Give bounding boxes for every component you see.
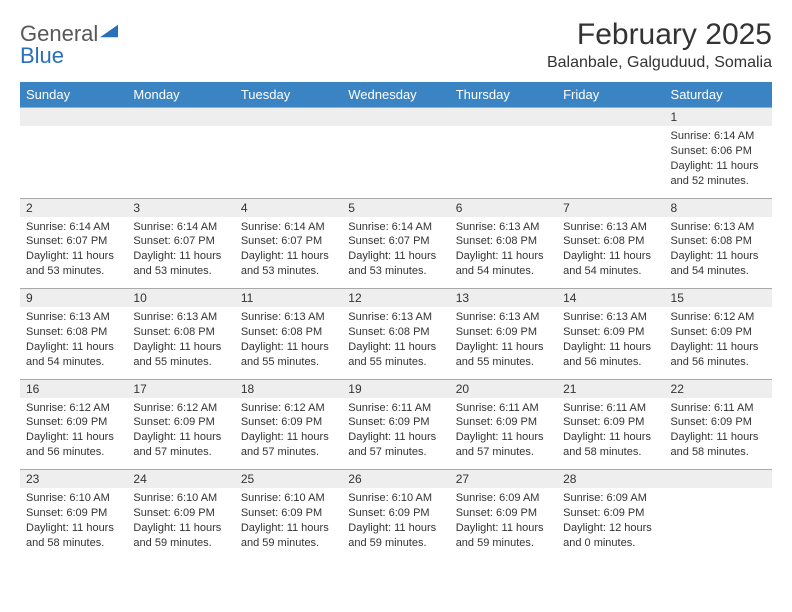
day-number-cell: 5 (342, 198, 449, 217)
day-detail-cell: Sunrise: 6:11 AMSunset: 6:09 PMDaylight:… (450, 398, 557, 470)
day-number-cell: 20 (450, 379, 557, 398)
logo-word2: Blue (20, 43, 64, 68)
day-number-cell: 15 (665, 289, 772, 308)
day-detail-cell: Sunrise: 6:12 AMSunset: 6:09 PMDaylight:… (127, 398, 234, 470)
day-detail-cell (450, 126, 557, 198)
day-detail-cell (235, 126, 342, 198)
day-detail-cell: Sunrise: 6:13 AMSunset: 6:08 PMDaylight:… (342, 307, 449, 379)
day-number-cell: 12 (342, 289, 449, 308)
day-number-row: 16171819202122 (20, 379, 772, 398)
day-number-row: 2345678 (20, 198, 772, 217)
day-detail-cell: Sunrise: 6:14 AMSunset: 6:06 PMDaylight:… (665, 126, 772, 198)
day-number-cell: 8 (665, 198, 772, 217)
header: General Blue February 2025 Balanbale, Ga… (20, 18, 772, 72)
day-detail-cell: Sunrise: 6:13 AMSunset: 6:09 PMDaylight:… (557, 307, 664, 379)
day-number-cell: 21 (557, 379, 664, 398)
day-detail-cell: Sunrise: 6:12 AMSunset: 6:09 PMDaylight:… (235, 398, 342, 470)
weekday-header: Wednesday (342, 82, 449, 108)
month-title: February 2025 (547, 18, 772, 52)
day-number-cell: 4 (235, 198, 342, 217)
day-detail-cell: Sunrise: 6:13 AMSunset: 6:08 PMDaylight:… (127, 307, 234, 379)
day-detail-row: Sunrise: 6:14 AMSunset: 6:06 PMDaylight:… (20, 126, 772, 198)
day-number-cell: 11 (235, 289, 342, 308)
day-number-cell (342, 108, 449, 127)
day-number-cell: 13 (450, 289, 557, 308)
day-detail-cell: Sunrise: 6:11 AMSunset: 6:09 PMDaylight:… (342, 398, 449, 470)
calendar-table: Sunday Monday Tuesday Wednesday Thursday… (20, 82, 772, 560)
day-detail-cell (557, 126, 664, 198)
day-number-cell (557, 108, 664, 127)
day-detail-cell: Sunrise: 6:09 AMSunset: 6:09 PMDaylight:… (450, 488, 557, 560)
day-detail-cell: Sunrise: 6:12 AMSunset: 6:09 PMDaylight:… (20, 398, 127, 470)
day-detail-cell: Sunrise: 6:12 AMSunset: 6:09 PMDaylight:… (665, 307, 772, 379)
day-detail-cell: Sunrise: 6:13 AMSunset: 6:08 PMDaylight:… (20, 307, 127, 379)
day-number-cell: 18 (235, 379, 342, 398)
day-detail-row: Sunrise: 6:13 AMSunset: 6:08 PMDaylight:… (20, 307, 772, 379)
day-number-cell: 3 (127, 198, 234, 217)
day-number-cell: 6 (450, 198, 557, 217)
day-number-row: 9101112131415 (20, 289, 772, 308)
day-detail-cell: Sunrise: 6:13 AMSunset: 6:08 PMDaylight:… (235, 307, 342, 379)
day-detail-cell: Sunrise: 6:10 AMSunset: 6:09 PMDaylight:… (20, 488, 127, 560)
day-detail-cell (342, 126, 449, 198)
day-detail-row: Sunrise: 6:10 AMSunset: 6:09 PMDaylight:… (20, 488, 772, 560)
day-number-cell: 25 (235, 470, 342, 489)
day-detail-cell: Sunrise: 6:14 AMSunset: 6:07 PMDaylight:… (342, 217, 449, 289)
day-number-cell: 24 (127, 470, 234, 489)
day-detail-cell: Sunrise: 6:13 AMSunset: 6:09 PMDaylight:… (450, 307, 557, 379)
day-number-cell (450, 108, 557, 127)
day-number-cell: 27 (450, 470, 557, 489)
logo: General Blue (20, 24, 118, 68)
weekday-header: Thursday (450, 82, 557, 108)
day-detail-cell: Sunrise: 6:14 AMSunset: 6:07 PMDaylight:… (235, 217, 342, 289)
day-number-cell: 9 (20, 289, 127, 308)
weekday-header: Sunday (20, 82, 127, 108)
day-number-cell: 26 (342, 470, 449, 489)
day-number-row: 232425262728 (20, 470, 772, 489)
day-detail-row: Sunrise: 6:12 AMSunset: 6:09 PMDaylight:… (20, 398, 772, 470)
day-detail-cell (20, 126, 127, 198)
day-detail-cell: Sunrise: 6:13 AMSunset: 6:08 PMDaylight:… (557, 217, 664, 289)
day-number-cell: 22 (665, 379, 772, 398)
day-detail-cell (127, 126, 234, 198)
weekday-header: Monday (127, 82, 234, 108)
weekday-header-row: Sunday Monday Tuesday Wednesday Thursday… (20, 82, 772, 108)
logo-triangle-icon (100, 24, 118, 38)
weekday-header: Friday (557, 82, 664, 108)
day-detail-cell: Sunrise: 6:10 AMSunset: 6:09 PMDaylight:… (235, 488, 342, 560)
day-number-cell: 2 (20, 198, 127, 217)
day-detail-cell: Sunrise: 6:11 AMSunset: 6:09 PMDaylight:… (557, 398, 664, 470)
day-detail-cell: Sunrise: 6:13 AMSunset: 6:08 PMDaylight:… (450, 217, 557, 289)
day-detail-cell: Sunrise: 6:09 AMSunset: 6:09 PMDaylight:… (557, 488, 664, 560)
day-detail-cell: Sunrise: 6:14 AMSunset: 6:07 PMDaylight:… (127, 217, 234, 289)
day-number-cell: 17 (127, 379, 234, 398)
day-number-cell: 23 (20, 470, 127, 489)
day-number-cell (235, 108, 342, 127)
day-number-cell (20, 108, 127, 127)
day-number-cell: 7 (557, 198, 664, 217)
day-number-cell (665, 470, 772, 489)
day-number-cell (127, 108, 234, 127)
day-detail-row: Sunrise: 6:14 AMSunset: 6:07 PMDaylight:… (20, 217, 772, 289)
day-number-cell: 19 (342, 379, 449, 398)
day-detail-cell: Sunrise: 6:10 AMSunset: 6:09 PMDaylight:… (127, 488, 234, 560)
day-detail-cell: Sunrise: 6:10 AMSunset: 6:09 PMDaylight:… (342, 488, 449, 560)
weekday-header: Saturday (665, 82, 772, 108)
day-number-cell: 28 (557, 470, 664, 489)
day-number-cell: 14 (557, 289, 664, 308)
day-number-cell: 1 (665, 108, 772, 127)
day-detail-cell: Sunrise: 6:14 AMSunset: 6:07 PMDaylight:… (20, 217, 127, 289)
day-detail-cell (665, 488, 772, 560)
day-detail-cell: Sunrise: 6:11 AMSunset: 6:09 PMDaylight:… (665, 398, 772, 470)
weekday-header: Tuesday (235, 82, 342, 108)
day-number-row: 1 (20, 108, 772, 127)
day-detail-cell: Sunrise: 6:13 AMSunset: 6:08 PMDaylight:… (665, 217, 772, 289)
day-number-cell: 10 (127, 289, 234, 308)
location: Balanbale, Galguduud, Somalia (547, 54, 772, 72)
day-number-cell: 16 (20, 379, 127, 398)
